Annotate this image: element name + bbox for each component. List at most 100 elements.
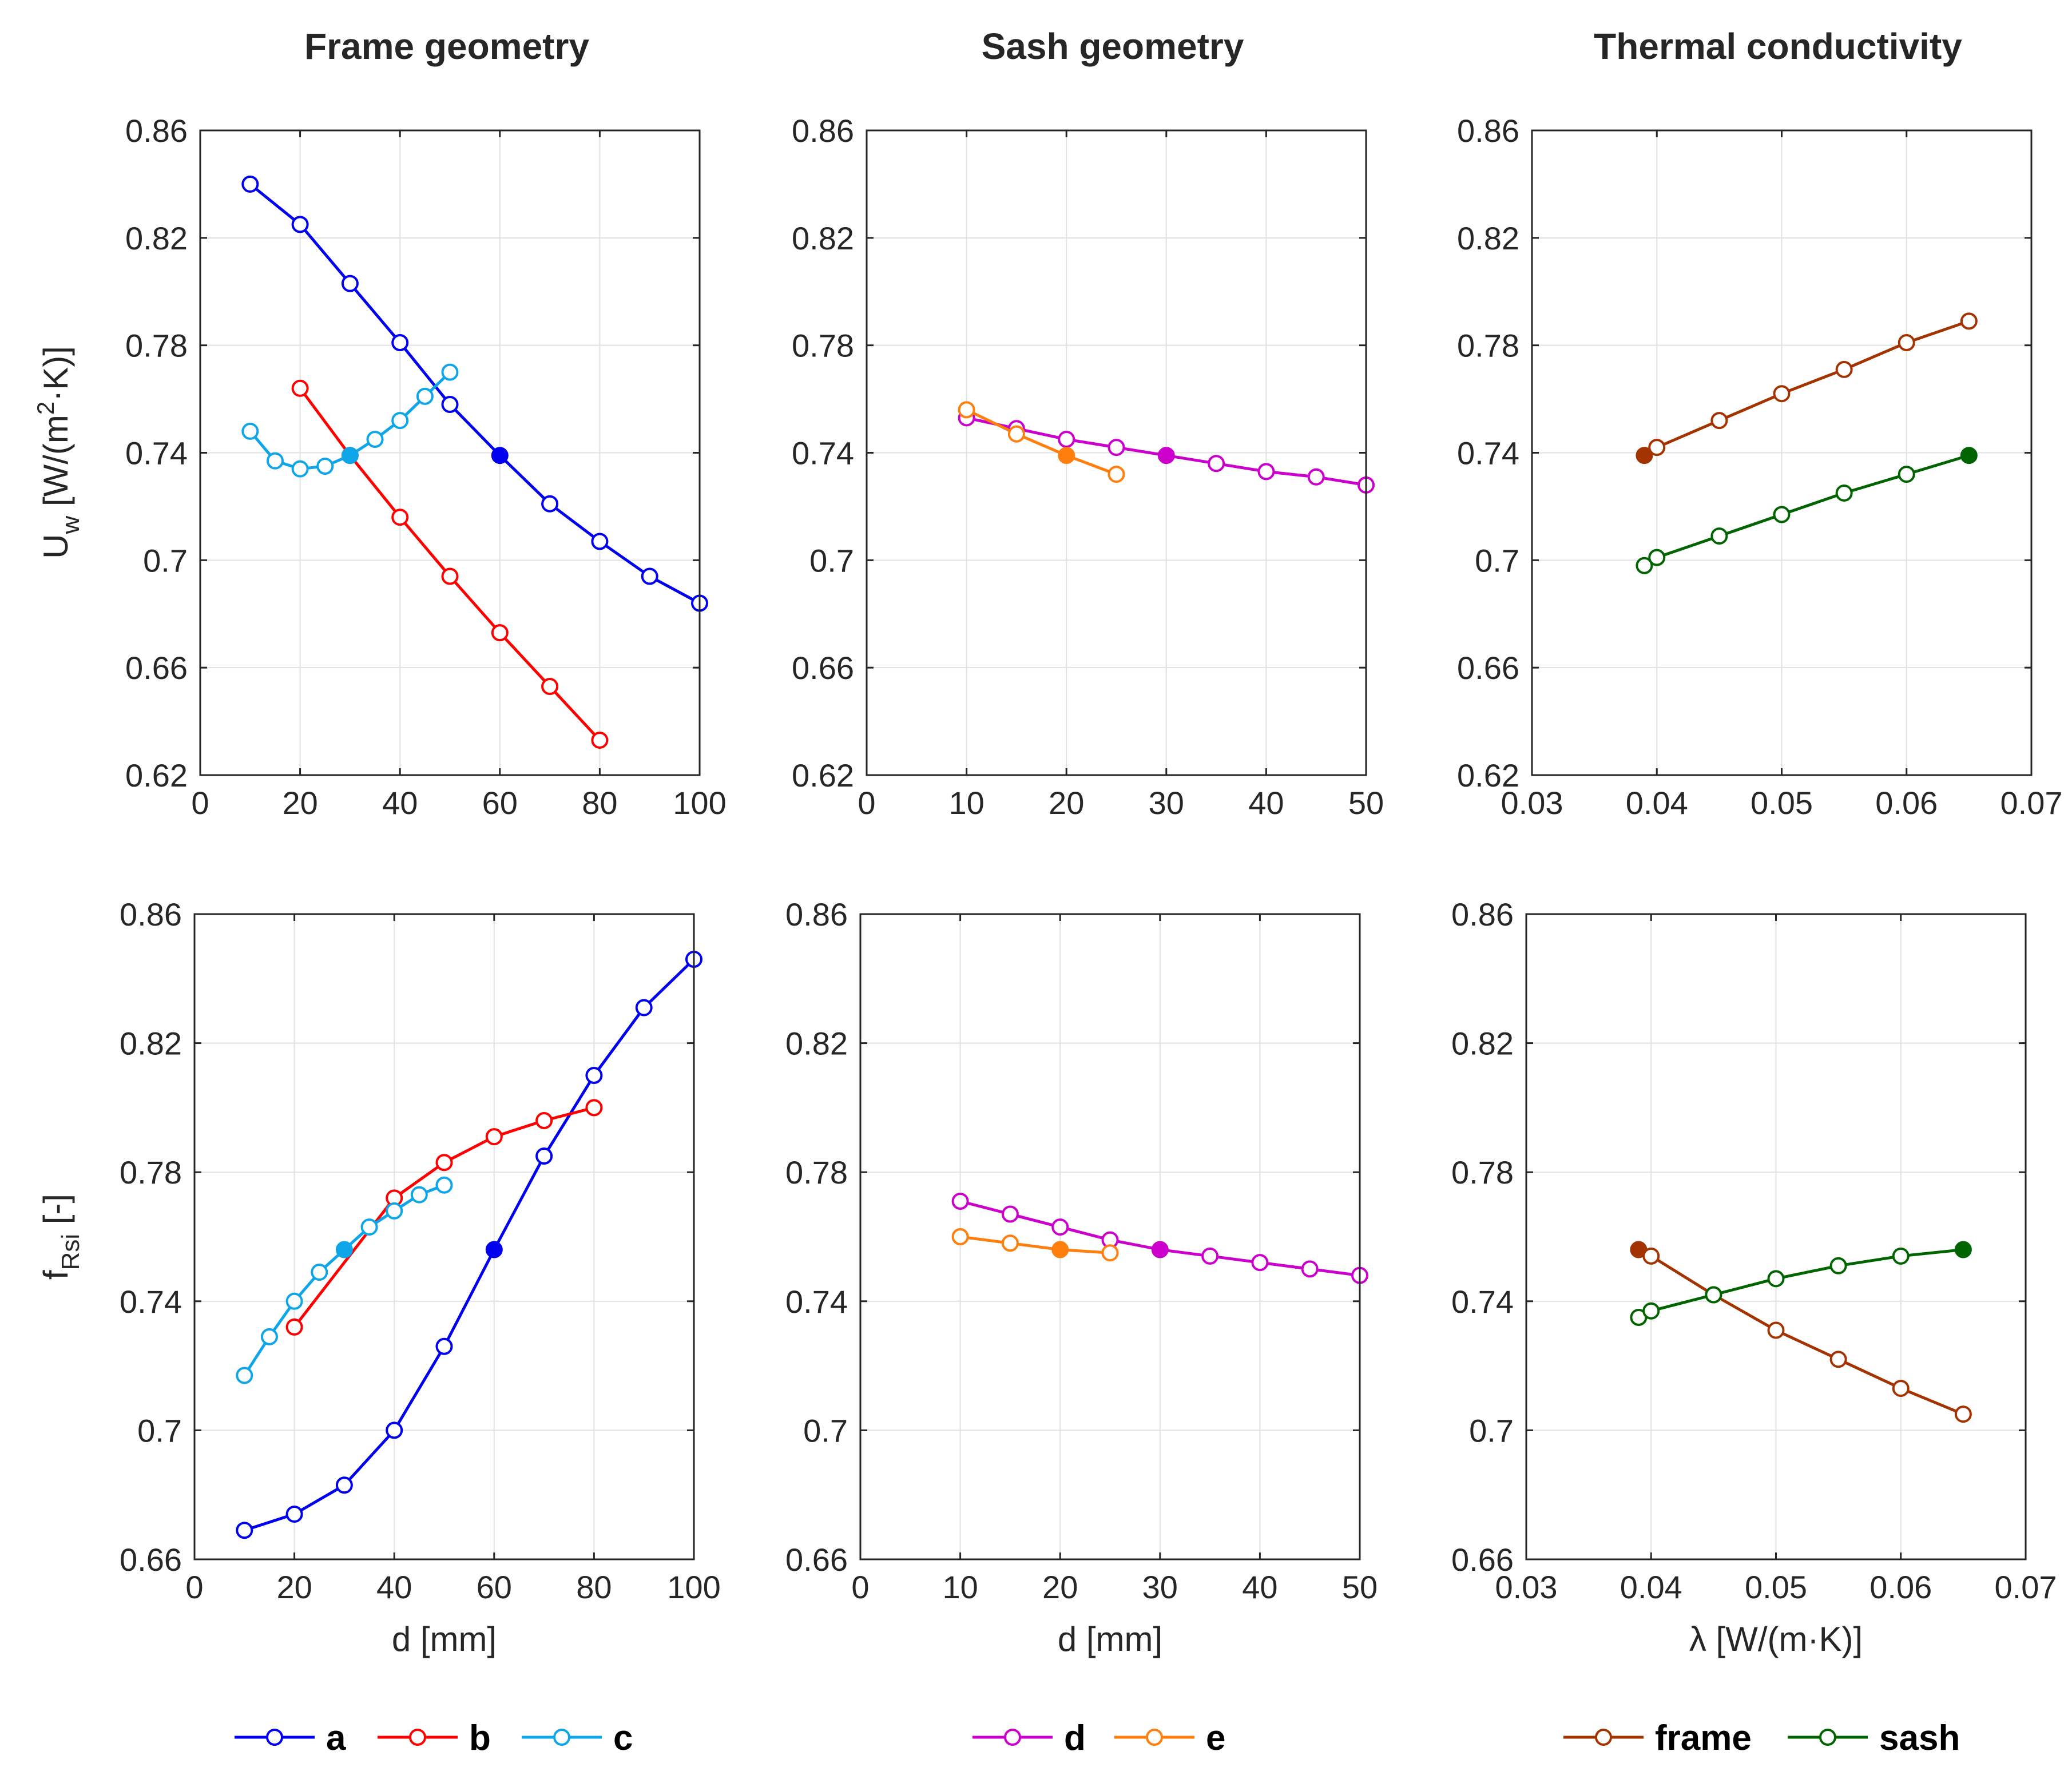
x-tick-label: 50	[1348, 785, 1384, 821]
data-point	[236, 1522, 253, 1539]
series-line-e	[966, 408, 1117, 476]
axes-box	[193, 913, 695, 1560]
chart-panel-1: 0 20 40 60 80 100 0.62 0.66 0.7 0.74 0.78 0.82 0.86	[125, 113, 727, 821]
x-tick-label: 60	[482, 785, 518, 821]
y-tick-label: 0.78	[125, 328, 188, 364]
legend-label: sash	[1879, 1718, 1960, 1758]
data-point	[386, 1202, 403, 1220]
y-tick-label: 0.7	[803, 1412, 848, 1448]
x-tick-label: 60	[477, 1569, 512, 1605]
reference-point	[335, 1241, 353, 1258]
x-tick-label: 0	[851, 1569, 869, 1605]
data-point	[1301, 1260, 1319, 1278]
axes-box	[866, 129, 1367, 776]
x-axis-label: d [mm]	[392, 1620, 497, 1658]
data-point	[435, 1176, 453, 1194]
data-point	[1642, 1302, 1660, 1320]
data-point	[585, 1099, 603, 1117]
reference-point	[1636, 447, 1653, 464]
chart-panels: 0 20 40 60 80 1000.620.660.70.740.780.820.860…	[120, 113, 2063, 1658]
y-tick-label: 0.82	[120, 1026, 182, 1062]
axis-labels: Uw [W/(m2·K)] fRsi [-]	[32, 346, 85, 1280]
axes-box	[1525, 913, 2027, 1560]
data-point	[360, 1218, 378, 1236]
legend-3: frame sash	[1563, 1718, 1960, 1758]
data-point	[1710, 412, 1728, 430]
x-axis-label: d [mm]	[1058, 1620, 1162, 1658]
data-point	[260, 1328, 278, 1345]
reference-point	[485, 1241, 503, 1258]
y-axis-label-uw: Uw [W/(m2·K)]	[32, 346, 85, 559]
data-point	[241, 422, 259, 440]
x-tick-label: 0	[185, 1569, 203, 1605]
x-tick-label: 100	[667, 1569, 720, 1605]
data-point	[1108, 439, 1125, 456]
data-point	[1835, 484, 1853, 502]
data-point	[1001, 1234, 1019, 1252]
data-point	[1208, 455, 1225, 472]
x-tick-label: 40	[1248, 785, 1284, 821]
x-tick-label: 0.06	[1875, 785, 1938, 821]
y-tick-label: 0.86	[785, 896, 848, 932]
y-tick-label: 0.66	[1451, 1542, 1514, 1578]
data-point	[491, 624, 509, 642]
series-frame	[1630, 1241, 1972, 1423]
x-tick-label: 0	[191, 785, 209, 821]
y-tick-label: 0.78	[1457, 328, 1519, 364]
y-tick-label: 0.74	[120, 1284, 182, 1320]
data-point	[1257, 463, 1275, 481]
y-tick-label: 0.86	[125, 113, 188, 149]
x-tick-label: 10	[948, 785, 984, 821]
y-tick-label: 0.62	[1457, 757, 1519, 793]
y-tick-label: 0.78	[1451, 1154, 1514, 1190]
x-tick-label: 0.07	[1995, 1569, 2057, 1605]
series-sash	[1636, 447, 1978, 574]
data-point	[291, 460, 309, 478]
data-point	[1101, 1244, 1119, 1262]
y-tick-label: 0.74	[125, 435, 188, 471]
y-tick-label: 0.86	[792, 113, 854, 149]
legend-label: e	[1206, 1718, 1225, 1758]
data-point	[1835, 360, 1853, 378]
chart-panel-4: 0 20 40 60 80 100 0.66 0.7 0.74 0.78 0.82 0.86 d [mm…	[120, 896, 721, 1658]
legend-marker	[1595, 1729, 1612, 1746]
data-point	[535, 1111, 553, 1129]
y-tick-label: 0.86	[120, 896, 182, 932]
data-point	[1007, 425, 1025, 443]
x-tick-label: 0.05	[1751, 785, 1813, 821]
data-point	[441, 567, 459, 585]
x-tick-label: 0.07	[2000, 785, 2063, 821]
data-point	[1892, 1247, 1910, 1265]
y-tick-label: 0.78	[785, 1154, 848, 1190]
reference-point	[1157, 447, 1175, 464]
y-tick-label: 0.82	[1451, 1026, 1514, 1062]
legend-label: c	[613, 1718, 633, 1758]
x-tick-label: 80	[576, 1569, 612, 1605]
series-frame	[1636, 312, 1978, 464]
legend-1: a b c	[235, 1718, 633, 1758]
legend-entry-a: a	[235, 1718, 346, 1758]
column-title-sash-geometry: Sash geometry	[982, 26, 1244, 67]
data-point	[410, 1186, 428, 1204]
data-point	[1954, 1405, 1972, 1423]
data-point	[1767, 1321, 1785, 1339]
data-point	[1710, 527, 1728, 545]
x-tick-label: 0.03	[1501, 785, 1563, 821]
data-point	[1960, 312, 1978, 330]
axes-box	[199, 129, 701, 776]
data-point	[316, 457, 334, 475]
series-e	[951, 1228, 1119, 1262]
y-tick-label: 0.7	[137, 1412, 182, 1448]
data-point	[585, 1067, 603, 1084]
y-tick-label: 0.78	[120, 1154, 182, 1190]
x-tick-label: 20	[1042, 1569, 1078, 1605]
y-tick-label: 0.86	[1457, 113, 1519, 149]
y-tick-label: 0.66	[1457, 650, 1519, 686]
reference-point	[1954, 1241, 1972, 1258]
y-tick-label: 0.66	[125, 650, 188, 686]
data-point	[266, 452, 284, 470]
data-point	[485, 1128, 503, 1146]
data-point	[1829, 1351, 1847, 1368]
data-point	[1251, 1254, 1269, 1272]
